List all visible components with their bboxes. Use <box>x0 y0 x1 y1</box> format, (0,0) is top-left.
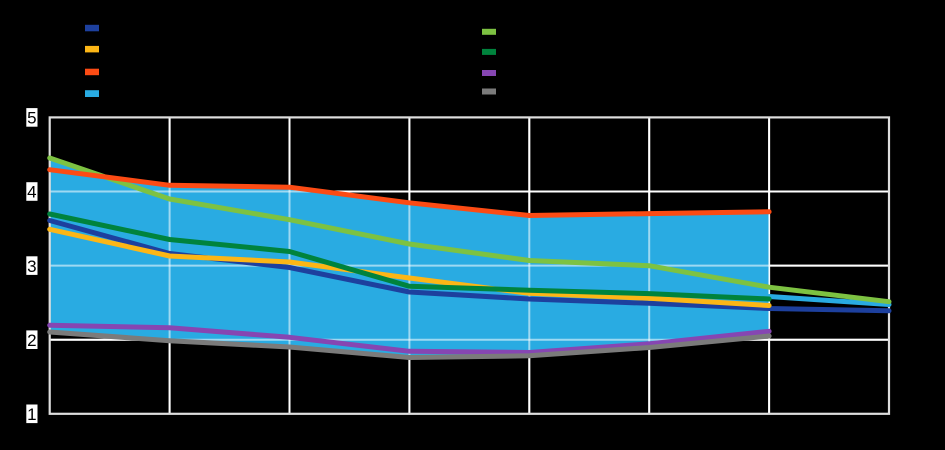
svg-text:4: 4 <box>27 183 36 202</box>
svg-text:3: 3 <box>27 257 36 276</box>
svg-text:5: 5 <box>27 109 36 128</box>
svg-text:2: 2 <box>27 331 36 350</box>
svg-text:1: 1 <box>27 405 36 424</box>
